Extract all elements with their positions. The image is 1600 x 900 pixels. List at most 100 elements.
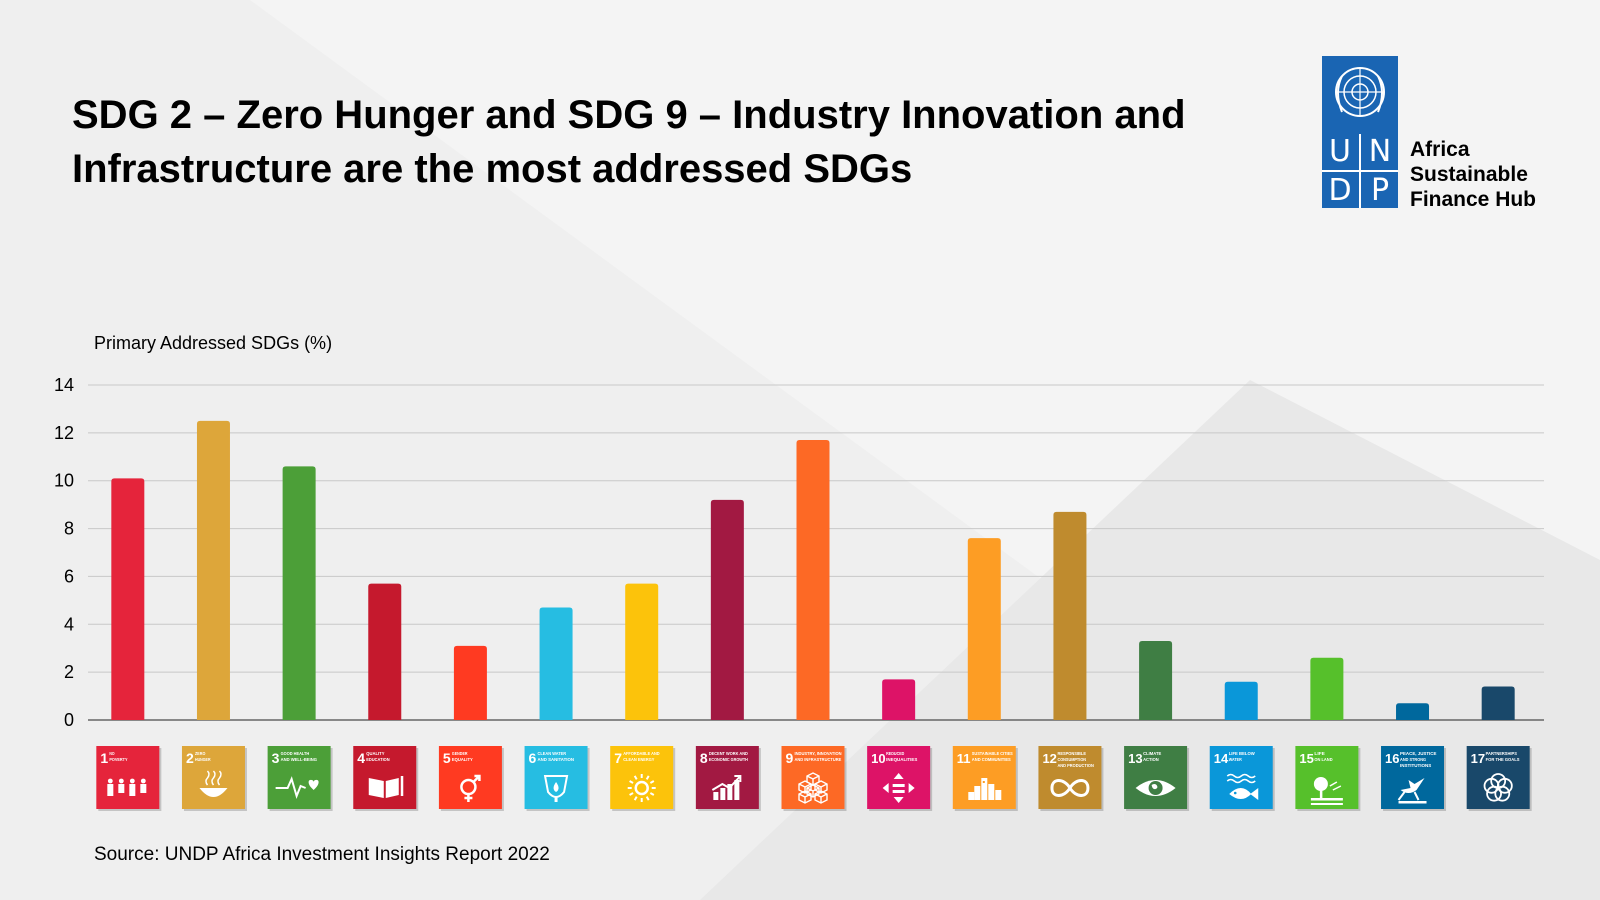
sdg-title-line: ACTION <box>1143 757 1159 762</box>
sdg-title-line: PARTNERSHIPS <box>1486 751 1517 756</box>
undp-logo: U N D P <box>1322 56 1398 208</box>
sdg-title-line: GENDER <box>452 751 468 756</box>
y-tick-label: 10 <box>54 471 74 491</box>
y-tick-label: 12 <box>54 423 74 443</box>
sdg-title-line: INEQUALITIES <box>886 757 917 762</box>
sdg-title-line: LIFE BELOW <box>1229 751 1256 756</box>
bar-sdg-11 <box>967 538 1001 720</box>
cubes-icon <box>798 772 828 804</box>
bar-sdg-2 <box>196 420 230 720</box>
y-tick-label: 6 <box>64 566 74 586</box>
y-tick-label: 4 <box>64 614 74 634</box>
heartbeat-icon <box>275 776 319 800</box>
bar-sdg-5 <box>453 645 487 720</box>
sdg-number: 10 <box>871 751 885 766</box>
sdg-title-line: GOOD HEALTH <box>281 751 310 756</box>
hub-line-3: Finance Hub <box>1410 188 1537 211</box>
sdg-number: 8 <box>700 750 708 766</box>
logo-letter-n: N <box>1368 134 1392 169</box>
sdg-title-line: DECENT WORK AND <box>709 751 749 756</box>
sdg-number: 15 <box>1299 751 1313 766</box>
sdg-title-line: NO <box>109 751 115 756</box>
sdg-title-line: CLIMATE <box>1143 751 1161 756</box>
hub-line-1: Africa <box>1410 138 1470 161</box>
equal-arrows-icon <box>882 773 915 803</box>
infinity-icon <box>1050 779 1090 797</box>
sdg-number: 5 <box>443 750 451 766</box>
logo-letter-d: D <box>1328 173 1352 208</box>
bar-sdg-13 <box>1139 641 1173 720</box>
logo-letter-u: U <box>1329 134 1351 169</box>
fish-icon <box>1226 773 1259 800</box>
bowl-icon <box>199 770 228 797</box>
y-tick-label: 0 <box>64 710 74 730</box>
sdg-title-line: AND COMMUNITIES <box>972 757 1011 762</box>
sdg-title-line: PEACE, JUSTICE <box>1400 751 1436 756</box>
water-drop-icon <box>543 775 569 802</box>
book-icon <box>368 776 404 798</box>
sdg-title-line: LIFE <box>1314 751 1324 756</box>
sdg-title-line: SUSTAINABLE CITIES <box>972 751 1013 756</box>
sdg-title-line: AND INFRASTRUCTURE <box>795 757 842 762</box>
hub-line-2: Sustainable <box>1410 163 1528 186</box>
hub-name: Africa Sustainable Finance Hub <box>1410 137 1536 212</box>
sdg-title-line: ON LAND <box>1314 757 1333 762</box>
sdg-title-line: RESPONSIBLE <box>1057 751 1086 756</box>
sdg-number: 11 <box>957 751 971 766</box>
sdg-title-line: REDUCED <box>886 751 905 756</box>
sdg-title-line: INSTITUTIONS <box>1400 763 1431 768</box>
sdg-title-line: WATER <box>1229 757 1243 762</box>
sdg-number: 2 <box>186 750 194 766</box>
family-icon <box>107 778 147 796</box>
bar-sdg-16 <box>1396 703 1430 720</box>
sdg-number: 4 <box>357 750 365 766</box>
sdg-number: 3 <box>272 750 280 766</box>
sdg-number: 16 <box>1385 751 1399 766</box>
sdg-title-line: AND PRODUCTION <box>1057 763 1094 768</box>
tree-icon <box>1310 777 1343 805</box>
sdg-title-line: FOR THE GOALS <box>1486 757 1520 762</box>
sdg-title-line: EQUALITY <box>452 757 473 762</box>
sdg-title-line: AND WELL-BEING <box>281 757 318 762</box>
growth-chart-icon <box>711 775 742 800</box>
sdg-title-line: INDUSTRY, INNOVATION <box>795 751 843 756</box>
y-axis-label: Primary Addressed SDGs (%) <box>94 333 333 353</box>
bar-sdg-3 <box>282 466 316 720</box>
sdg-number: 17 <box>1471 751 1485 766</box>
bar-sdg-6 <box>539 607 573 720</box>
bar-sdg-17 <box>1481 686 1515 720</box>
bar-sdg-9 <box>796 440 830 720</box>
sdg-number: 7 <box>614 750 622 766</box>
flower-rings-icon <box>1483 773 1513 802</box>
sdg-title-line: QUALITY <box>366 751 384 756</box>
sdg-title-line: POVERTY <box>109 757 127 762</box>
sdg-number: 12 <box>1042 751 1056 766</box>
sdg-title-line: AFFORDABLE AND <box>623 751 660 756</box>
gender-icon <box>460 774 481 802</box>
bar-sdg-15 <box>1310 657 1344 720</box>
sdg-title-line: CLEAN WATER <box>538 751 567 756</box>
bar-sdg-10 <box>882 679 916 720</box>
sdg-title-line: EDUCATION <box>366 757 390 762</box>
sdg-title-line: CLEAN ENERGY <box>623 757 654 762</box>
sdg-number: 14 <box>1214 751 1229 766</box>
sdg-title-line: HUNGER <box>195 757 211 762</box>
sdg-title-line: AND STRONG <box>1400 757 1426 762</box>
sun-icon <box>627 774 656 802</box>
sdg-number: 13 <box>1128 751 1142 766</box>
